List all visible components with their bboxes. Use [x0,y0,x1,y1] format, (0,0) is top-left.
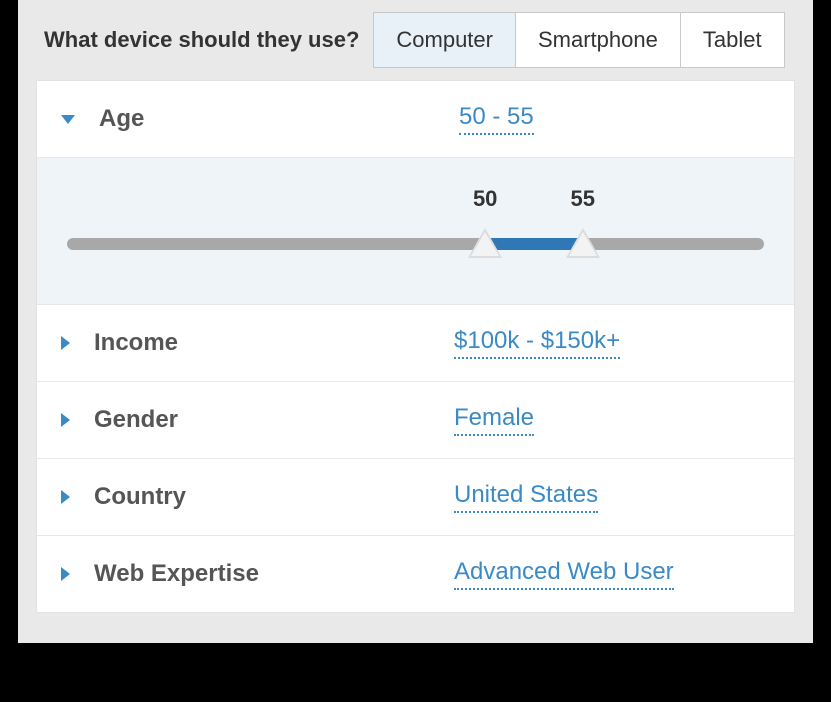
filter-label-gender: Gender [94,406,454,434]
filter-row-expertise[interactable]: Web ExpertiseAdvanced Web User [37,536,794,612]
filter-value-age[interactable]: 50 - 55 [459,103,534,135]
caret-right-icon[interactable] [61,413,70,427]
filter-row-country[interactable]: CountryUnited States [37,459,794,536]
device-tab-computer[interactable]: Computer [374,13,516,67]
filter-label-country: Country [94,483,454,511]
filter-row-income[interactable]: Income$100k - $150k+ [37,305,794,382]
age-slider-low-label: 50 [473,186,497,212]
filter-label-income: Income [94,329,454,357]
filter-label-expertise: Web Expertise [94,560,454,588]
caret-right-icon[interactable] [61,336,70,350]
caret-down-icon[interactable] [61,115,75,124]
device-tab-smartphone[interactable]: Smartphone [516,13,681,67]
age-slider-labels: 50 55 [67,186,764,220]
age-slider-track[interactable] [67,226,764,260]
caret-right-icon[interactable] [61,490,70,504]
caret-right-icon[interactable] [61,567,70,581]
filter-frame: What device should they use? ComputerSma… [18,0,813,643]
filter-value-country[interactable]: United States [454,481,598,513]
filter-value-income[interactable]: $100k - $150k+ [454,327,620,359]
age-slider-handle-low[interactable] [468,228,502,258]
filter-value-gender[interactable]: Female [454,404,534,436]
age-slider-handle-high[interactable] [566,228,600,258]
device-tab-group: ComputerSmartphoneTablet [373,12,784,68]
filters-panel: Age50 - 555055Income$100k - $150k+Gender… [36,80,795,613]
filter-row-age[interactable]: Age50 - 55 [37,81,794,158]
device-question-label: What device should they use? [44,27,359,53]
age-slider-track-bg [67,238,764,250]
filter-label-age: Age [99,105,459,133]
age-slider-area: 50 55 [37,158,794,305]
device-tab-tablet[interactable]: Tablet [681,13,784,67]
age-slider-high-label: 55 [571,186,595,212]
filter-value-expertise[interactable]: Advanced Web User [454,558,674,590]
device-question-row: What device should they use? ComputerSma… [36,0,795,80]
filter-row-gender[interactable]: GenderFemale [37,382,794,459]
